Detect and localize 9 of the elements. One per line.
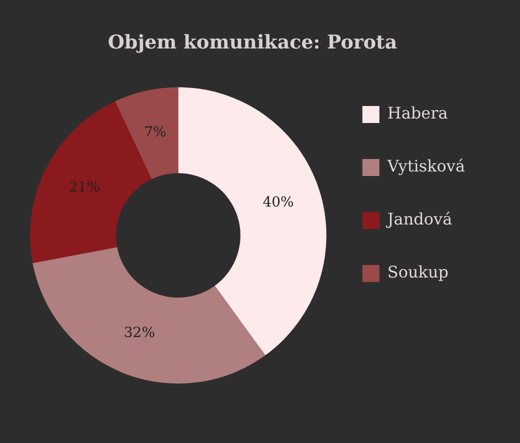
chart-title: Objem komunikace: Porota <box>108 31 398 54</box>
data-label: 32% <box>124 324 156 341</box>
data-label: 21% <box>68 179 100 196</box>
legend-label: Jandová <box>385 210 453 229</box>
data-label: 40% <box>262 194 294 211</box>
legend-label: Soukup <box>387 262 449 282</box>
legend-label: Habera <box>387 104 448 123</box>
legend-label: Vytisková <box>386 156 466 176</box>
data-label: 7% <box>144 124 166 140</box>
